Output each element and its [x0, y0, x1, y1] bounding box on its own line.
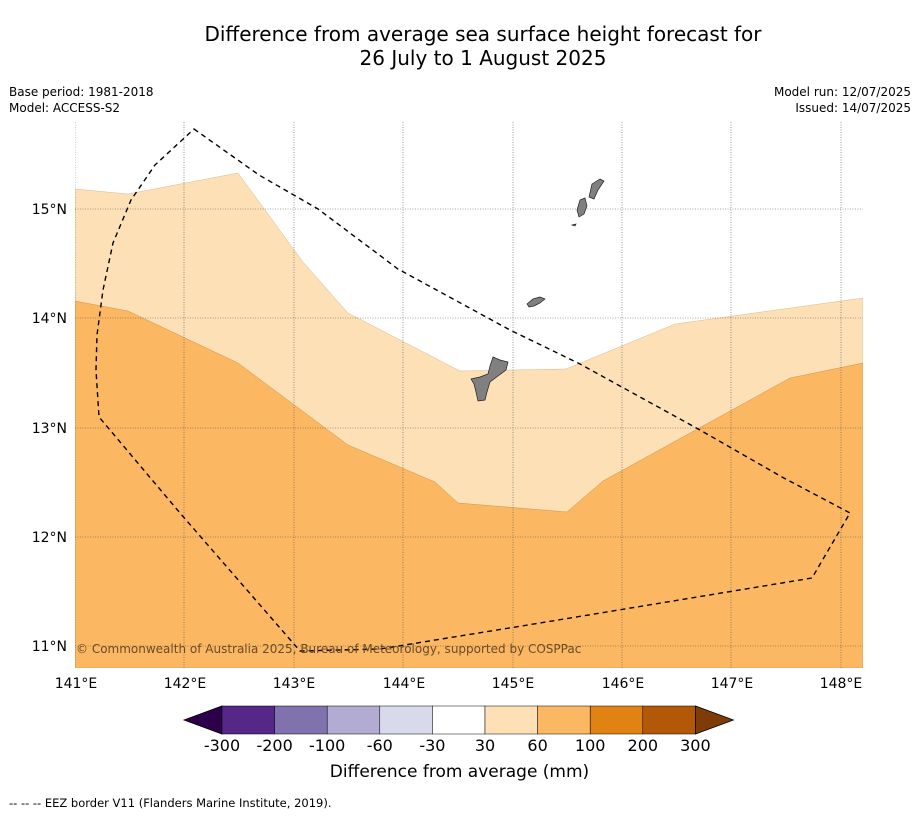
colorbar-tick-label: 300 — [680, 736, 711, 755]
island-saipan — [588, 178, 605, 200]
lat-label-12n: 12°N — [32, 530, 67, 546]
island-guam — [470, 356, 509, 402]
colorbar-tick-label: -100 — [309, 736, 345, 755]
lat-label-11n: 11°N — [32, 639, 67, 655]
colorbar-segment — [642, 705, 696, 735]
colorbar-segment — [484, 705, 538, 735]
colorbar-arrow-left — [182, 705, 223, 735]
latitude-labels: 15°N 14°N 13°N 12°N 11°N — [32, 202, 67, 655]
colorbar-tick-label: 30 — [475, 736, 495, 755]
longitude-labels: 141°E 142°E 143°E 144°E 145°E 146°E 147°… — [55, 676, 863, 692]
anomaly-band-60-100 — [75, 300, 863, 668]
land-islands — [470, 178, 605, 402]
lon-label-144e: 144°E — [383, 676, 426, 692]
lon-label-148e: 148°E — [820, 676, 863, 692]
lon-label-145e: 145°E — [492, 676, 535, 692]
colorbar-tick-labels: -300 -200 -100 -60 -30 30 60 100 200 300 — [204, 736, 711, 755]
map-title: Difference from average sea surface heig… — [0, 22, 919, 70]
lat-label-15n: 15°N — [32, 202, 67, 218]
copyright-text: © Commonwealth of Australia 2025, Bureau… — [76, 642, 581, 656]
meta-left: Base period: 1981-2018 Model: ACCESS-S2 — [9, 84, 154, 116]
meta-right: Model run: 12/07/2025 Issued: 14/07/2025 — [774, 84, 911, 116]
lon-label-143e: 143°E — [273, 676, 316, 692]
colorbar-tick-label: -300 — [204, 736, 240, 755]
colorbar-tick-label: -200 — [256, 736, 292, 755]
base-period: Base period: 1981-2018 — [9, 85, 154, 99]
map-area: © Commonwealth of Australia 2025, Bureau… — [75, 122, 863, 668]
colorbar-segment — [379, 705, 433, 735]
colorbar-segment — [221, 705, 275, 735]
colorbar — [182, 705, 735, 735]
model-name: Model: ACCESS-S2 — [9, 101, 121, 115]
colorbar-tick-label: 60 — [527, 736, 547, 755]
colorbar-tick-label: 200 — [628, 736, 659, 755]
colorbar-segment — [274, 705, 328, 735]
colorbar-segment — [326, 705, 381, 735]
issued-date: Issued: 14/07/2025 — [795, 101, 911, 115]
lon-label-142e: 142°E — [164, 676, 207, 692]
title-line-1: Difference from average sea surface heig… — [204, 22, 762, 46]
island-aguijan — [570, 223, 577, 227]
lon-label-141e: 141°E — [55, 676, 98, 692]
lon-label-147e: 147°E — [711, 676, 754, 692]
island-tinian — [576, 197, 588, 218]
colorbar-segment — [432, 705, 486, 735]
colorbar-tick-label: -60 — [367, 736, 393, 755]
lat-label-13n: 13°N — [32, 421, 67, 437]
footnote: -- -- -- EEZ border V11 (Flanders Marine… — [9, 796, 332, 810]
colorbar-segment — [537, 705, 591, 735]
gridlines — [75, 122, 863, 668]
island-rota — [526, 296, 546, 308]
lon-label-146e: 146°E — [602, 676, 645, 692]
colorbar-arrow-right — [695, 705, 735, 735]
lat-label-14n: 14°N — [32, 311, 67, 327]
model-run: Model run: 12/07/2025 — [773, 85, 911, 99]
colorbar-tick-label: -30 — [419, 736, 445, 755]
colorbar-label: Difference from average (mm) — [329, 762, 590, 782]
colorbar-segment — [589, 705, 644, 735]
colorbar-tick-label: 100 — [575, 736, 606, 755]
title-line-2: 26 July to 1 August 2025 — [359, 46, 607, 70]
